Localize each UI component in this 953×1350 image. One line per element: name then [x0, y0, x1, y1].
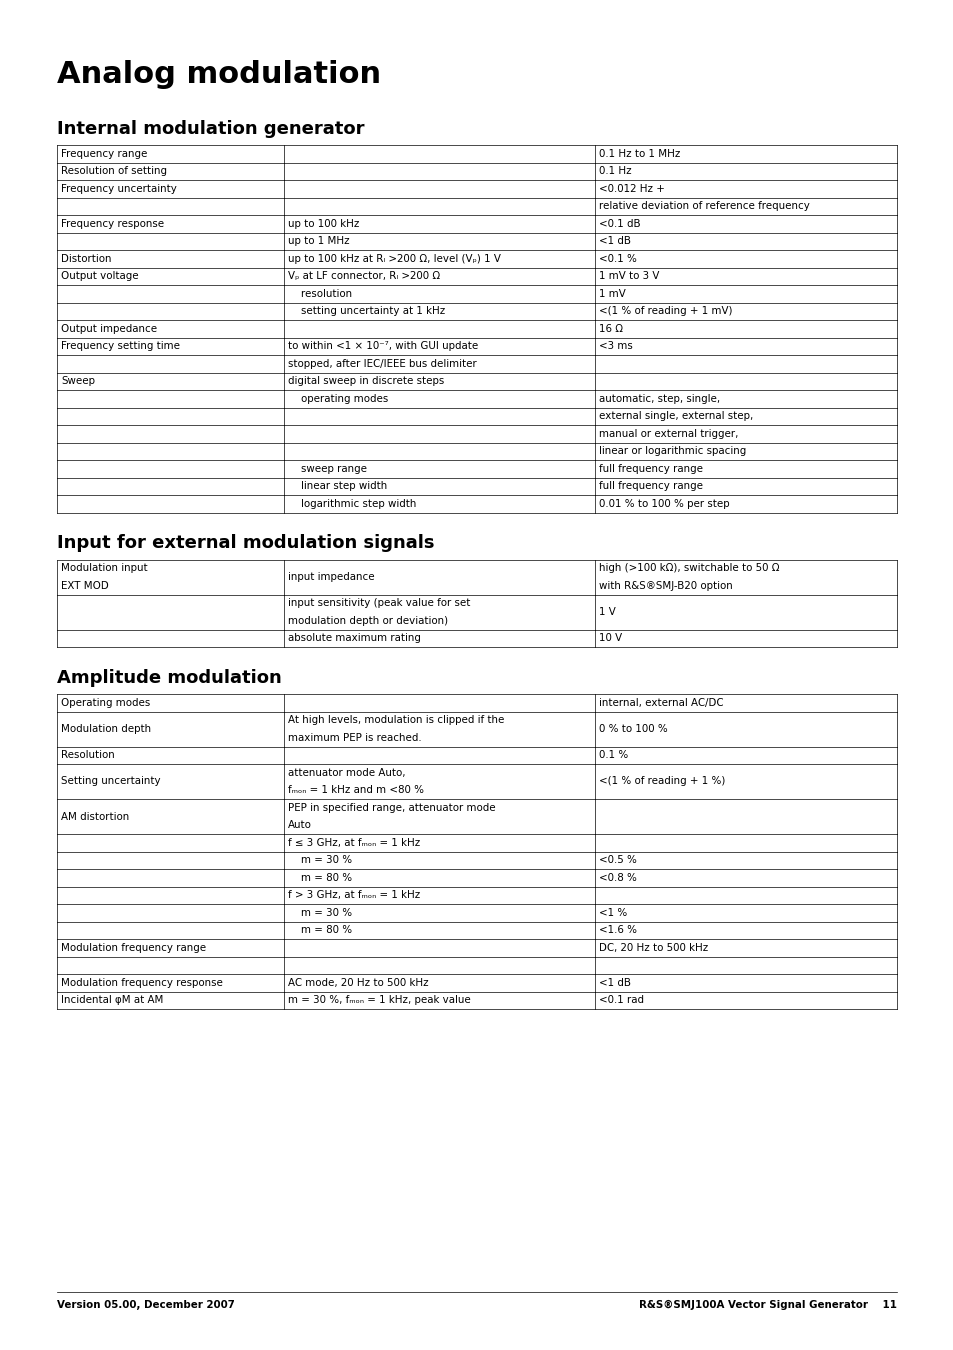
Text: At high levels, modulation is clipped if the: At high levels, modulation is clipped if…: [288, 716, 503, 725]
Text: PEP in specified range, attenuator mode: PEP in specified range, attenuator mode: [288, 803, 495, 813]
Text: R&S®SMJ100A Vector Signal Generator    11: R&S®SMJ100A Vector Signal Generator 11: [639, 1300, 896, 1310]
Text: 1 mV to 3 V: 1 mV to 3 V: [598, 271, 659, 281]
Text: maximum PEP is reached.: maximum PEP is reached.: [288, 733, 421, 743]
Text: setting uncertainty at 1 kHz: setting uncertainty at 1 kHz: [288, 306, 444, 316]
Text: up to 100 kHz: up to 100 kHz: [288, 219, 358, 228]
Text: m = 80 %: m = 80 %: [288, 925, 352, 936]
Text: Output voltage: Output voltage: [61, 271, 138, 281]
Text: manual or external trigger,: manual or external trigger,: [598, 429, 738, 439]
Text: high (>100 kΩ), switchable to 50 Ω: high (>100 kΩ), switchable to 50 Ω: [598, 563, 779, 574]
Text: input impedance: input impedance: [288, 572, 374, 582]
Text: <0.012 Hz +: <0.012 Hz +: [598, 184, 663, 194]
Text: DC, 20 Hz to 500 kHz: DC, 20 Hz to 500 kHz: [598, 942, 707, 953]
Text: resolution: resolution: [288, 289, 352, 298]
Text: Internal modulation generator: Internal modulation generator: [57, 120, 364, 138]
Text: to within <1 × 10⁻⁷, with GUI update: to within <1 × 10⁻⁷, with GUI update: [288, 342, 477, 351]
Text: <0.5 %: <0.5 %: [598, 856, 636, 865]
Text: modulation depth or deviation): modulation depth or deviation): [288, 616, 447, 626]
Text: Version 05.00, December 2007: Version 05.00, December 2007: [57, 1300, 234, 1310]
Text: Auto: Auto: [288, 821, 312, 830]
Text: Incidental φM at AM: Incidental φM at AM: [61, 995, 163, 1006]
Text: AM distortion: AM distortion: [61, 811, 129, 822]
Text: m = 80 %: m = 80 %: [288, 872, 352, 883]
Text: digital sweep in discrete steps: digital sweep in discrete steps: [288, 377, 443, 386]
Text: 10 V: 10 V: [598, 633, 621, 643]
Text: absolute maximum rating: absolute maximum rating: [288, 633, 420, 643]
Text: stopped, after IEC/IEEE bus delimiter: stopped, after IEC/IEEE bus delimiter: [288, 359, 476, 369]
Text: <1 dB: <1 dB: [598, 977, 630, 988]
Text: Frequency setting time: Frequency setting time: [61, 342, 180, 351]
Text: <0.8 %: <0.8 %: [598, 872, 636, 883]
Text: Frequency uncertainty: Frequency uncertainty: [61, 184, 176, 194]
Text: 0.1 %: 0.1 %: [598, 751, 627, 760]
Text: AC mode, 20 Hz to 500 kHz: AC mode, 20 Hz to 500 kHz: [288, 977, 428, 988]
Text: Frequency range: Frequency range: [61, 148, 147, 159]
Text: linear step width: linear step width: [288, 481, 387, 491]
Text: Modulation frequency range: Modulation frequency range: [61, 942, 206, 953]
Text: <3 ms: <3 ms: [598, 342, 632, 351]
Text: <0.1 %: <0.1 %: [598, 254, 636, 263]
Text: Analog modulation: Analog modulation: [57, 59, 380, 89]
Text: full frequency range: full frequency range: [598, 481, 701, 491]
Text: 1 V: 1 V: [598, 608, 615, 617]
Text: Amplitude modulation: Amplitude modulation: [57, 670, 281, 687]
Text: input sensitivity (peak value for set: input sensitivity (peak value for set: [288, 598, 470, 609]
Text: linear or logarithmic spacing: linear or logarithmic spacing: [598, 447, 745, 456]
Text: 0.01 % to 100 % per step: 0.01 % to 100 % per step: [598, 498, 728, 509]
Text: f > 3 GHz, at fₘₒₙ = 1 kHz: f > 3 GHz, at fₘₒₙ = 1 kHz: [288, 890, 419, 900]
Text: full frequency range: full frequency range: [598, 464, 701, 474]
Text: EXT MOD: EXT MOD: [61, 580, 109, 591]
Text: Vₚ at LF connector, Rₗ >200 Ω: Vₚ at LF connector, Rₗ >200 Ω: [288, 271, 439, 281]
Text: Operating modes: Operating modes: [61, 698, 150, 707]
Text: internal, external AC/DC: internal, external AC/DC: [598, 698, 722, 707]
Text: Input for external modulation signals: Input for external modulation signals: [57, 535, 434, 552]
Text: Sweep: Sweep: [61, 377, 95, 386]
Text: m = 30 %: m = 30 %: [288, 907, 352, 918]
Text: with R&S®SMJ-B20 option: with R&S®SMJ-B20 option: [598, 580, 732, 591]
Text: automatic, step, single,: automatic, step, single,: [598, 394, 719, 404]
Text: up to 100 kHz at Rₗ >200 Ω, level (Vₚ) 1 V: up to 100 kHz at Rₗ >200 Ω, level (Vₚ) 1…: [288, 254, 500, 263]
Text: <(1 % of reading + 1 mV): <(1 % of reading + 1 mV): [598, 306, 731, 316]
Text: Modulation input: Modulation input: [61, 563, 148, 574]
Text: m = 30 %, fₘₒₙ = 1 kHz, peak value: m = 30 %, fₘₒₙ = 1 kHz, peak value: [288, 995, 470, 1006]
Text: <0.1 dB: <0.1 dB: [598, 219, 639, 228]
Text: attenuator mode Auto,: attenuator mode Auto,: [288, 768, 405, 778]
Text: Resolution: Resolution: [61, 751, 114, 760]
Text: m = 30 %: m = 30 %: [288, 856, 352, 865]
Text: logarithmic step width: logarithmic step width: [288, 498, 416, 509]
Text: <(1 % of reading + 1 %): <(1 % of reading + 1 %): [598, 776, 724, 787]
Text: Frequency response: Frequency response: [61, 219, 164, 228]
Text: Distortion: Distortion: [61, 254, 112, 263]
Text: Modulation depth: Modulation depth: [61, 724, 151, 734]
Text: up to 1 MHz: up to 1 MHz: [288, 236, 349, 246]
Text: Output impedance: Output impedance: [61, 324, 157, 333]
Text: <1 %: <1 %: [598, 907, 626, 918]
Text: <0.1 rad: <0.1 rad: [598, 995, 643, 1006]
Text: <1.6 %: <1.6 %: [598, 925, 636, 936]
Text: sweep range: sweep range: [288, 464, 366, 474]
Text: 1 mV: 1 mV: [598, 289, 624, 298]
Text: Modulation frequency response: Modulation frequency response: [61, 977, 223, 988]
Text: external single, external step,: external single, external step,: [598, 412, 752, 421]
Text: <1 dB: <1 dB: [598, 236, 630, 246]
Text: relative deviation of reference frequency: relative deviation of reference frequenc…: [598, 201, 808, 211]
Text: operating modes: operating modes: [288, 394, 388, 404]
Text: 16 Ω: 16 Ω: [598, 324, 622, 333]
Text: 0.1 Hz: 0.1 Hz: [598, 166, 631, 177]
Text: 0.1 Hz to 1 MHz: 0.1 Hz to 1 MHz: [598, 148, 679, 159]
Text: fₘₒₙ = 1 kHz and m <80 %: fₘₒₙ = 1 kHz and m <80 %: [288, 786, 423, 795]
Text: Resolution of setting: Resolution of setting: [61, 166, 167, 177]
Text: Setting uncertainty: Setting uncertainty: [61, 776, 160, 787]
Text: f ≤ 3 GHz, at fₘₒₙ = 1 kHz: f ≤ 3 GHz, at fₘₒₙ = 1 kHz: [288, 838, 419, 848]
Text: 0 % to 100 %: 0 % to 100 %: [598, 724, 666, 734]
